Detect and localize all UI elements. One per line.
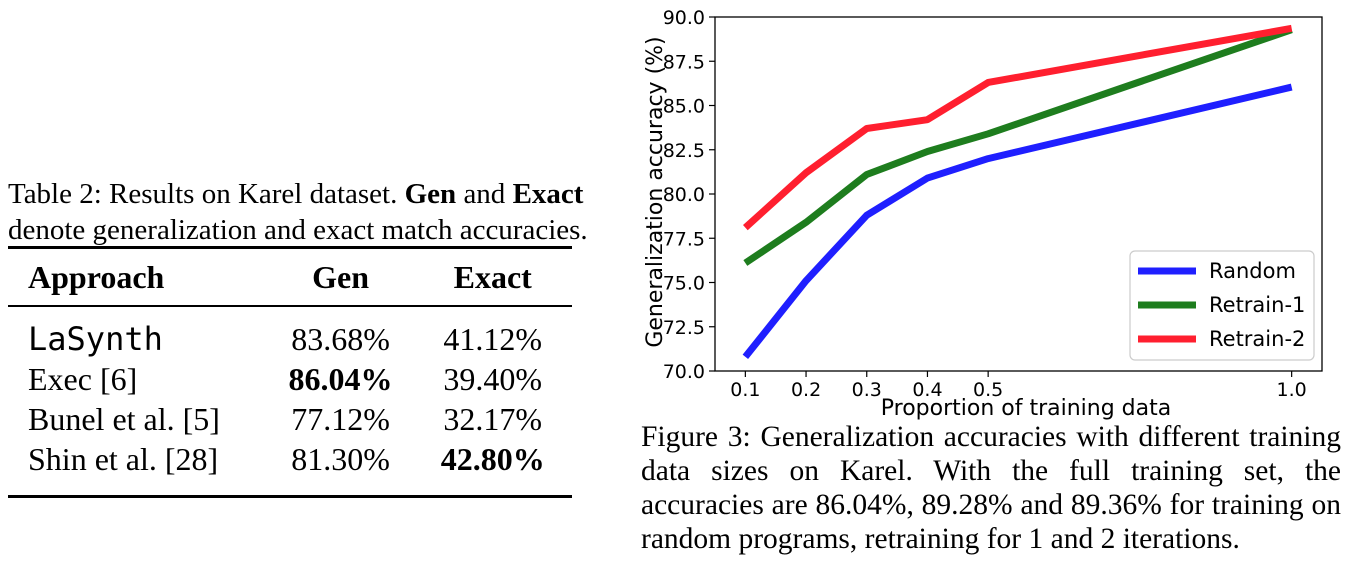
y-tick-label: 77.5 — [663, 228, 705, 250]
table-row: Bunel et al. [5] 77.12% 32.17% — [8, 399, 572, 439]
row-gen: 86.04% — [288, 361, 393, 397]
header-gen: Gen — [312, 258, 369, 295]
row-exact: 32.17% — [443, 401, 543, 437]
y-axis-label: Generalization accuracy (%) — [643, 36, 668, 347]
y-tick-label: 85.0 — [663, 96, 705, 118]
y-tick-label: 90.0 — [663, 7, 705, 29]
chart-series — [742, 24, 1293, 360]
results-table: Approach Gen Exact LaSynth 83.68% 41.12%… — [8, 246, 572, 498]
row-gen: 81.30% — [291, 441, 390, 477]
y-tick-label: 80.0 — [663, 184, 705, 206]
table-caption: Table 2: Results on Karel dataset. Gen a… — [8, 176, 648, 248]
x-tick-label: 0.5 — [973, 379, 1003, 401]
row-approach: Bunel et al. [5] — [28, 401, 220, 437]
table-caption-text: Results on Karel dataset. — [109, 178, 398, 210]
series-line-retrain-1 — [743, 26, 1293, 266]
header-approach: Approach — [28, 258, 165, 295]
chart-axes: 70.0 72.5 75.0 77.5 80.0 82.5 85.0 87.5 90.0 0.1 0… — [663, 7, 1323, 401]
series-line-retrain-2 — [743, 24, 1293, 231]
table-caption-rest: denote generalization and exact match ac… — [8, 214, 588, 246]
row-exact: 39.40% — [443, 361, 543, 397]
table-caption-label: Table 2: — [8, 178, 102, 210]
row-approach: Exec [6] — [28, 361, 138, 397]
x-tick-label: 0.2 — [791, 379, 821, 401]
figure-caption: Figure 3: Generalization accuracies with… — [641, 420, 1341, 556]
y-tick-label: 75.0 — [663, 273, 705, 295]
figure-caption-text: Generalization accuracies with different… — [641, 421, 1342, 555]
figure-caption-label: Figure 3: — [641, 421, 751, 453]
table-row: Shin et al. [28] 81.30% 42.80% — [8, 439, 572, 497]
legend-box — [1129, 250, 1315, 361]
row-approach: Shin et al. [28] — [28, 441, 219, 477]
x-tick-label: 0.3 — [852, 379, 882, 401]
chart-legend: Random Retrain-1 Retrain-2 — [1129, 250, 1315, 361]
y-tick-label: 87.5 — [663, 51, 705, 73]
table-caption-gen: Gen — [404, 178, 457, 210]
row-exact: 42.80% — [440, 441, 545, 477]
table-row: LaSynth 83.68% 41.12% — [8, 306, 572, 359]
table-caption-exact: Exact — [512, 178, 584, 210]
y-tick-label: 70.0 — [663, 361, 705, 383]
table-header-row: Approach Gen Exact — [8, 247, 572, 306]
x-tick-label: 0.1 — [730, 379, 760, 401]
accuracy-line-chart: 70.0 72.5 75.0 77.5 80.0 82.5 85.0 87.5 90.0 0.1 0… — [643, 7, 1323, 420]
table-caption-and: and — [463, 178, 506, 210]
legend-label: Random — [1209, 259, 1296, 283]
row-exact: 41.12% — [443, 321, 543, 357]
legend-label: Retrain-2 — [1209, 327, 1305, 351]
y-tick-label: 72.5 — [663, 317, 705, 339]
y-tick-label: 82.5 — [663, 140, 705, 162]
x-axis-label: Proportion of training data — [881, 396, 1171, 420]
series-line-random — [742, 83, 1293, 360]
x-tick-label: 0.4 — [912, 379, 942, 401]
row-approach: LaSynth — [28, 320, 163, 358]
x-tick-label: 1.0 — [1277, 379, 1307, 401]
legend-label: Retrain-1 — [1209, 293, 1305, 317]
row-gen: 77.12% — [291, 401, 390, 437]
row-gen: 83.68% — [291, 321, 390, 357]
table-row: Exec [6] 86.04% 39.40% — [8, 359, 572, 399]
header-exact: Exact — [453, 258, 532, 295]
